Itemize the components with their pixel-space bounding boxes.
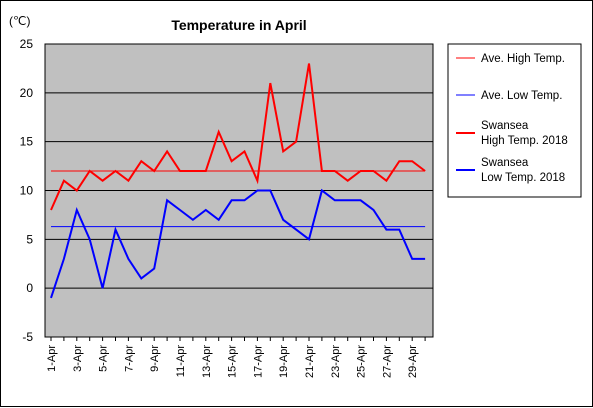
x-tick-label: 21-Apr bbox=[304, 345, 316, 378]
series-line-3 bbox=[50, 63, 426, 211]
y-tick-label: 10 bbox=[20, 184, 34, 198]
x-tick-label: 9-Apr bbox=[149, 345, 161, 372]
x-tick-label: 11-Apr bbox=[175, 345, 187, 378]
x-tick-label: 27-Apr bbox=[381, 345, 393, 378]
legend-label-4: Swansea Low Temp. 2018 bbox=[481, 157, 565, 184]
gridlines bbox=[45, 92, 433, 289]
y-tick-label: 20 bbox=[20, 86, 34, 100]
x-tick-label: 13-Apr bbox=[201, 345, 213, 378]
legend-items: Ave. High Temp. Ave. Low Temp. Swansea High… bbox=[456, 53, 568, 184]
legend-label-3: Swansea High Temp. 2018 bbox=[481, 120, 568, 147]
x-tick-label: 15-Apr bbox=[227, 345, 239, 378]
x-tick-label: 23-Apr bbox=[330, 345, 342, 378]
y-tick-label: 0 bbox=[26, 281, 33, 295]
x-tick-label: 17-Apr bbox=[252, 345, 264, 378]
y-tick-label: -5 bbox=[22, 330, 33, 344]
y-axis-unit-label: (℃) bbox=[9, 14, 30, 28]
y-axis-ticks: -5 0 5 10 15 20 25 bbox=[20, 37, 34, 344]
series-lines bbox=[50, 63, 426, 299]
x-tick-label: 3-Apr bbox=[72, 345, 84, 372]
series-line-4 bbox=[50, 188, 426, 299]
x-tick-label: 29-Apr bbox=[407, 345, 419, 378]
y-tick-label: 25 bbox=[20, 37, 34, 51]
x-tick-label: 25-Apr bbox=[356, 345, 368, 378]
legend-label-2: Ave. Low Temp. bbox=[481, 90, 562, 102]
legend bbox=[447, 43, 582, 198]
legend-label-1: Ave. High Temp. bbox=[481, 53, 565, 65]
y-tick-label: 5 bbox=[26, 232, 33, 246]
x-tick-label: 19-Apr bbox=[278, 345, 290, 378]
x-tick-label: 5-Apr bbox=[98, 345, 110, 372]
y-tick-label: 15 bbox=[20, 135, 34, 149]
x-axis-ticks: 1-Apr 3-Apr 5-Apr 7-Apr 9-Apr 11-Apr 13-Apr 15-… bbox=[46, 337, 426, 378]
x-tick-label: 1-Apr bbox=[46, 345, 58, 372]
x-tick-label: 7-Apr bbox=[123, 345, 135, 372]
chart-title: Temperature in April bbox=[171, 17, 306, 33]
